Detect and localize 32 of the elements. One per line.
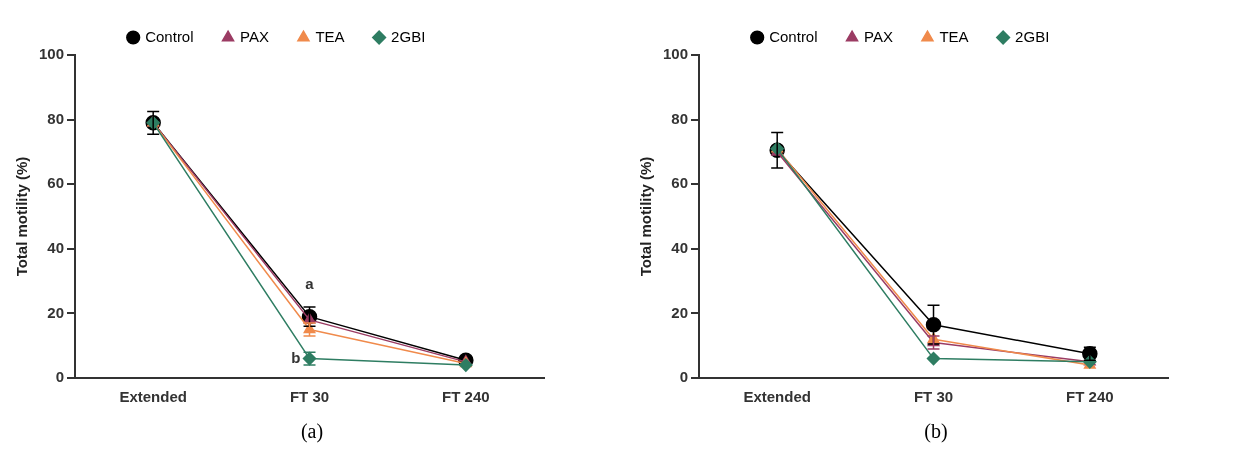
legend-label: TEA — [315, 27, 345, 45]
y-tick-label: 40 — [47, 238, 65, 256]
y-tick-label: 100 — [39, 45, 65, 63]
y-tick-label: 100 — [663, 45, 689, 63]
y-tick-label: 80 — [47, 109, 65, 127]
text: (b) — [923, 420, 949, 443]
y-tick-label: 20 — [671, 303, 689, 321]
legend-label: TEA — [939, 27, 969, 45]
y-tick-label: 80 — [671, 109, 689, 127]
x-tick-label: FT 30 — [913, 388, 954, 406]
y-tick-label: 20 — [47, 303, 65, 321]
x-tick-label: FT 30 — [289, 388, 330, 406]
y-axis-title: Total motility (%) — [637, 156, 655, 277]
y-tick-label: 0 — [55, 368, 65, 386]
legend-label: PAX — [864, 27, 893, 45]
legend-label: PAX — [240, 27, 269, 45]
annotation: b — [291, 348, 301, 366]
x-tick-label: FT 240 — [442, 388, 490, 406]
text: (a) — [299, 420, 325, 443]
legend-label: Control — [769, 27, 818, 45]
x-tick-label: FT 240 — [1066, 388, 1114, 406]
x-tick-label: Extended — [743, 388, 811, 406]
y-tick-label: 40 — [671, 238, 689, 256]
legend-label: Control — [145, 27, 194, 45]
annotation: a — [305, 275, 315, 293]
y-tick-label: 60 — [47, 174, 65, 192]
legend-label: 2GBI — [391, 27, 426, 45]
legend-label: 2GBI — [1015, 27, 1050, 45]
y-tick-label: 60 — [671, 174, 689, 192]
y-tick-label: 0 — [679, 368, 689, 386]
x-tick-label: Extended — [119, 388, 187, 406]
y-axis-title: Total motility (%) — [13, 156, 31, 277]
